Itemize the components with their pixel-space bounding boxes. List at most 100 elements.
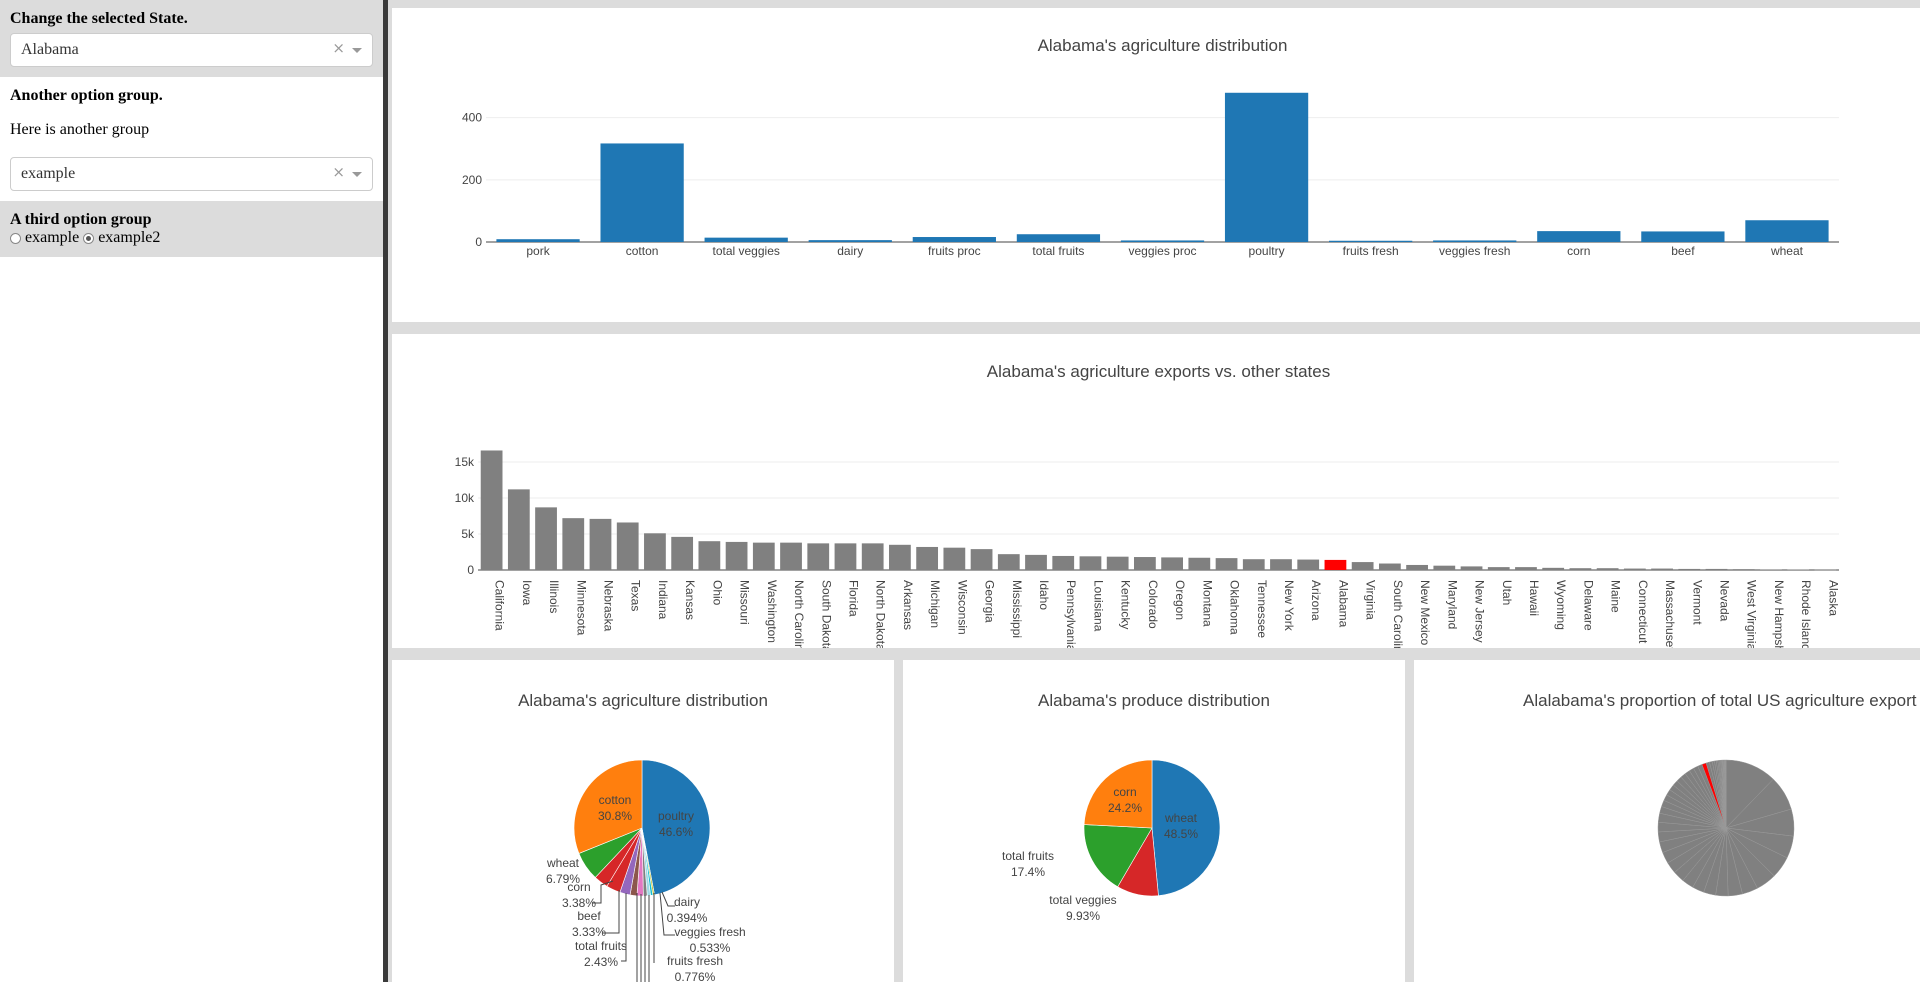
bar-minnesota bbox=[562, 518, 585, 570]
x-tick-label: South Dakota bbox=[819, 580, 833, 648]
main-content: Alabama's agriculture distribution 0 200 40… bbox=[388, 0, 1920, 982]
bar-nebraska bbox=[589, 518, 612, 570]
distribution-bar-panel: Alabama's agriculture distribution 0 200 40… bbox=[392, 8, 1920, 322]
x-tick-label: Nevada bbox=[1718, 580, 1732, 622]
x-tick-label: Florida bbox=[846, 580, 860, 617]
clear-icon[interactable]: × bbox=[332, 163, 345, 181]
another-option-group: Another option group. Here is another gr… bbox=[0, 77, 383, 201]
bar-south-dakota bbox=[807, 543, 830, 570]
bar-nevada bbox=[1705, 568, 1728, 570]
x-tick-label: Delaware bbox=[1581, 580, 1595, 631]
sidebar: Change the selected State. Alabama × Ano… bbox=[0, 0, 383, 982]
proportion-pie-panel: Alalabama's proportion of total US agric… bbox=[1414, 660, 1920, 982]
x-tick-label: Montana bbox=[1200, 580, 1214, 627]
bar-fruits-proc bbox=[912, 237, 996, 242]
bar-georgia bbox=[970, 549, 993, 570]
x-tick-label: pork bbox=[526, 244, 550, 258]
x-tick-label: Michigan bbox=[928, 580, 942, 628]
x-tick-label: Tennessee bbox=[1255, 580, 1269, 638]
bar-montana bbox=[1188, 557, 1211, 570]
bar-tennessee bbox=[1242, 559, 1265, 570]
state-select[interactable]: Alabama × bbox=[10, 33, 373, 67]
bar-arkansas bbox=[889, 544, 911, 570]
radio-group: example example2 bbox=[10, 229, 373, 247]
distribution-pie-panel: Alabama's agriculture distribution poultr… bbox=[392, 660, 894, 982]
bar-alaska bbox=[1814, 569, 1837, 571]
slice-label: poultry bbox=[658, 809, 694, 823]
slice-label: corn bbox=[567, 880, 590, 894]
slice-label: fruits fresh bbox=[667, 954, 723, 968]
slice-percent: 9.93% bbox=[1066, 909, 1100, 923]
slice-label: cotton bbox=[599, 793, 632, 807]
bar-michigan bbox=[916, 546, 939, 570]
x-tick-label: total fruits bbox=[1032, 244, 1084, 258]
bar-vermont bbox=[1678, 568, 1701, 570]
example-select[interactable]: example × bbox=[10, 157, 373, 191]
y-tick-label: 0 bbox=[467, 563, 474, 577]
proportion-pie-chart: Alalabama's proportion of total US agric… bbox=[1523, 691, 1917, 897]
leader-line bbox=[602, 890, 620, 934]
x-tick-label: Nebraska bbox=[601, 580, 615, 632]
x-tick-label: Alabama bbox=[1336, 580, 1350, 628]
y-tick-label: 10k bbox=[455, 491, 475, 505]
exports-bar-panel: Alabama's agriculture exports vs. other … bbox=[392, 334, 1920, 648]
x-tick-label: New Mexico bbox=[1418, 580, 1432, 646]
x-tick-label: Kansas bbox=[683, 580, 697, 620]
y-tick-label: 400 bbox=[462, 111, 482, 125]
bar-wyoming bbox=[1542, 567, 1565, 570]
radio-example2-circle[interactable] bbox=[83, 232, 95, 244]
x-tick-label: Connecticut bbox=[1636, 580, 1650, 644]
x-tick-label: Idaho bbox=[1037, 580, 1051, 610]
x-tick-label: Maine bbox=[1609, 580, 1623, 613]
radio-example2[interactable]: example2 bbox=[83, 229, 160, 247]
x-tick-label: fruits proc bbox=[928, 244, 981, 258]
chart-title: Alabama's agriculture distribution bbox=[518, 691, 768, 710]
slice-total-fruits bbox=[1083, 824, 1153, 888]
exports-bar-chart: Alabama's agriculture exports vs. other … bbox=[455, 362, 1841, 648]
bar-colorado bbox=[1134, 557, 1156, 570]
bar-louisiana bbox=[1079, 556, 1102, 570]
x-tick-label: fruits fresh bbox=[1343, 244, 1399, 258]
sidebar-divider[interactable] bbox=[383, 0, 388, 982]
another-group-title: Another option group. bbox=[10, 87, 163, 104]
leader-line bbox=[661, 891, 675, 907]
x-tick-label: Texas bbox=[629, 580, 643, 611]
x-tick-label: Massachusetts bbox=[1663, 580, 1677, 648]
bar-wisconsin bbox=[943, 547, 966, 570]
x-tick-label: cotton bbox=[626, 244, 659, 258]
x-tick-label: Mississippi bbox=[1010, 580, 1024, 638]
x-tick-label: beef bbox=[1671, 244, 1695, 258]
bar-delaware bbox=[1569, 568, 1592, 570]
chevron-down-icon[interactable] bbox=[352, 172, 362, 177]
chart-title: Alalabama's proportion of total US agric… bbox=[1523, 691, 1917, 710]
leader-line bbox=[592, 880, 614, 904]
bar-total-fruits bbox=[1016, 234, 1101, 242]
x-tick-label: Arizona bbox=[1309, 580, 1323, 621]
radio-example[interactable]: example bbox=[10, 229, 79, 247]
x-tick-label: Wyoming bbox=[1554, 580, 1568, 630]
bar-rhode-island bbox=[1787, 569, 1810, 571]
bar-pennsylvania bbox=[1052, 555, 1075, 570]
x-tick-label: Pennsylvania bbox=[1064, 580, 1078, 648]
third-option-group: A third option group example example2 bbox=[0, 201, 383, 257]
slice-poultry bbox=[641, 759, 711, 896]
x-tick-label: Indiana bbox=[656, 580, 670, 620]
slice-percent: 0.533% bbox=[690, 941, 731, 955]
bar-kentucky bbox=[1106, 556, 1129, 570]
bar-beef bbox=[1641, 231, 1725, 242]
clear-icon[interactable]: × bbox=[332, 39, 345, 57]
y-tick-label: 15k bbox=[455, 455, 475, 469]
bar-total-veggies bbox=[704, 237, 788, 242]
bar-north-carolina bbox=[780, 542, 802, 570]
chevron-down-icon[interactable] bbox=[352, 48, 362, 53]
state-group-title: Change the selected State. bbox=[10, 10, 188, 27]
radio-example-circle[interactable] bbox=[10, 232, 21, 244]
bar-mississippi bbox=[997, 554, 1020, 570]
bar-ohio bbox=[698, 541, 721, 570]
x-tick-label: North Dakota bbox=[874, 580, 888, 648]
x-tick-label: Alaska bbox=[1826, 580, 1840, 616]
bar-new-mexico bbox=[1406, 564, 1428, 570]
x-tick-label: Virginia bbox=[1364, 580, 1378, 620]
third-group-title: A third option group bbox=[10, 211, 152, 228]
slice-label: total veggies bbox=[1049, 893, 1116, 907]
